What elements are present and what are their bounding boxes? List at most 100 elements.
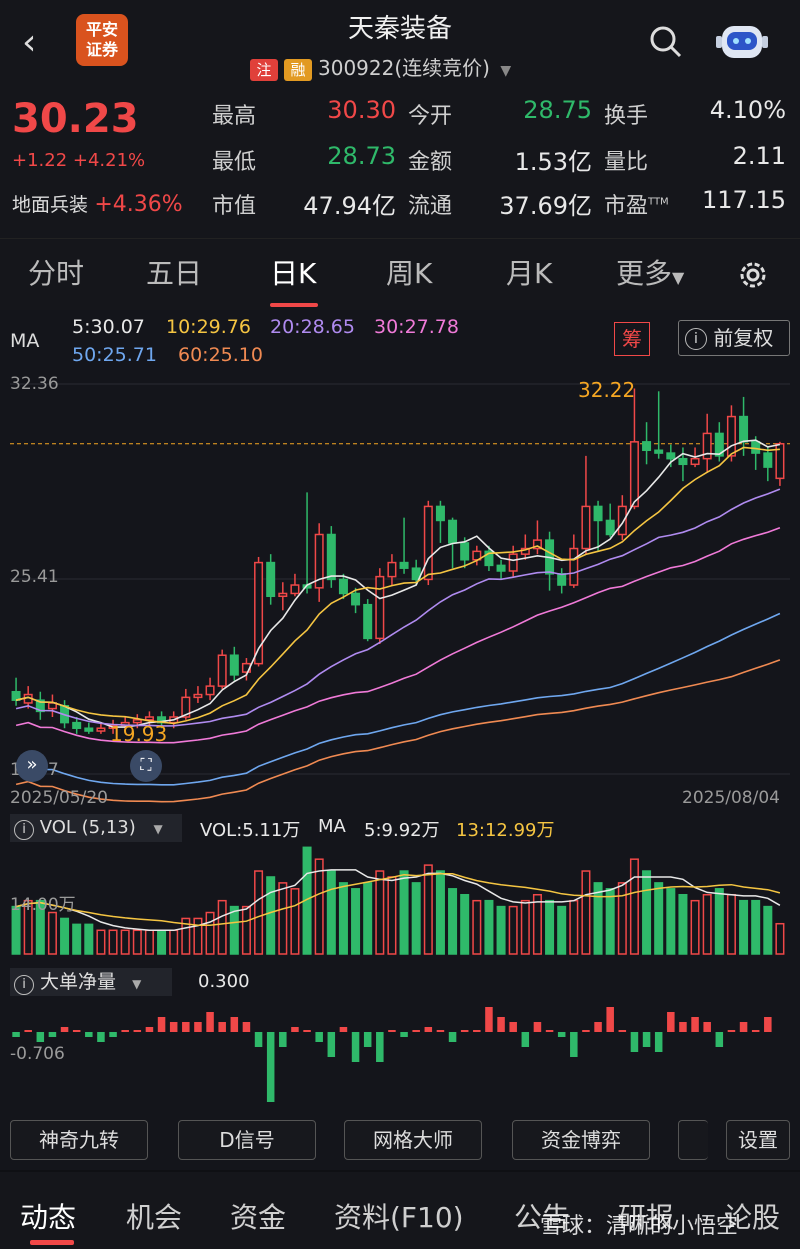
sector-name: 地面兵装 [12, 194, 89, 216]
bigorder-bar [145, 1027, 154, 1032]
volume-bar [254, 870, 264, 955]
candle [351, 592, 361, 606]
volume-bar [593, 882, 603, 955]
nav-capital[interactable]: 资金 [230, 1201, 287, 1234]
bigorder-title: 大单净量 [40, 971, 117, 993]
vol-indicator-selector[interactable]: i VOL (5,13) ▼ [10, 814, 182, 842]
bigorder-bar [36, 1032, 45, 1042]
margin-tag-zhu: 注 [250, 59, 278, 81]
tool-magic-nine[interactable]: 神奇九转 [10, 1120, 148, 1160]
bigorder-bar [12, 1032, 20, 1037]
vol-value: VOL:5.11万 [200, 820, 301, 841]
info-icon: i [14, 820, 34, 840]
quote-field-value: 28.75 [523, 96, 592, 124]
volume-bar [193, 917, 203, 955]
ma20-line [15, 488, 781, 727]
tool-partial[interactable] [678, 1120, 708, 1160]
tab-monthly-k[interactable]: 月K [506, 257, 553, 290]
ma60-value: 60:25.10 [178, 344, 263, 366]
nav-announcement[interactable]: 公告 [514, 1201, 571, 1234]
gear-icon[interactable] [736, 258, 770, 292]
volume-bar [314, 858, 324, 955]
volume-bar [35, 899, 45, 955]
back-icon[interactable]: ‹ [22, 22, 37, 63]
k-line-chart[interactable] [0, 364, 800, 814]
candle [629, 441, 639, 508]
quote-field-value: 4.10% [709, 96, 786, 124]
nav-profile-f10[interactable]: 资料(F10) [334, 1201, 464, 1234]
tab-more-label: 更多 [616, 257, 673, 290]
quote-field-label: 最低 [212, 150, 257, 175]
active-nav-indicator [30, 1240, 74, 1245]
bigorder-bar [388, 1030, 396, 1032]
tool-capital-game[interactable]: 资金博弈 [512, 1120, 650, 1160]
ma5-value: 5:30.07 [72, 316, 145, 338]
adjust-button[interactable]: i 前复权 [678, 320, 790, 356]
tab-five-day[interactable]: 五日 [146, 257, 203, 290]
bigorder-bar [497, 1017, 505, 1032]
tool-d-signal[interactable]: D信号 [178, 1120, 316, 1160]
scroll-left-icon[interactable]: » [16, 750, 48, 782]
bigorder-bar [509, 1022, 517, 1032]
bigorder-bar [303, 1030, 311, 1032]
nav-opportunity[interactable]: 机会 [126, 1201, 183, 1234]
volume-bar [266, 876, 276, 955]
chip-distribution-button[interactable]: 筹 [614, 322, 650, 356]
candle [460, 542, 470, 561]
settings-button[interactable]: 设置 [726, 1120, 790, 1160]
fullscreen-icon[interactable]: ⛶ [130, 750, 162, 782]
quote-field-value: 37.69亿 [499, 192, 592, 220]
quote-field-value: 30.30 [327, 96, 396, 124]
tool-grid-master[interactable]: 网格大师 [344, 1120, 482, 1160]
bigorder-value: 0.300 [198, 971, 250, 992]
quote-field-label: 流通 [408, 194, 453, 219]
volume-bar [702, 893, 712, 955]
tab-weekly-k[interactable]: 周K [386, 257, 433, 290]
volume-bar [326, 870, 336, 955]
vol-ma5: 5:9.92万 [364, 820, 440, 841]
bigorder-bar [351, 1032, 360, 1062]
bigorder-bar [218, 1022, 226, 1032]
candle [532, 539, 542, 550]
bigorder-bar [727, 1030, 736, 1032]
period-tabs [0, 238, 800, 310]
watermark: 雪球：清晰的小悟空 [540, 1214, 739, 1239]
bigorder-bar [376, 1032, 384, 1062]
nav-discussion[interactable]: 论股 [724, 1201, 781, 1234]
sector-row[interactable]: 地面兵装 +4.36% [12, 190, 183, 217]
volume-bar [448, 888, 458, 955]
volume-bar [387, 876, 397, 955]
bigorder-bar [618, 1030, 627, 1032]
tab-more[interactable]: 更多▼ [616, 252, 684, 292]
bigorder-selector[interactable]: i 大单净量 ▼ [10, 968, 172, 996]
candle [72, 721, 82, 729]
bigorder-axis-label: -0.706 [10, 1044, 65, 1064]
assistant-robot-icon[interactable] [716, 18, 768, 64]
nav-research[interactable]: 研报 [618, 1201, 675, 1234]
info-icon: i [685, 328, 707, 350]
y-axis-high: 32.36 [10, 374, 59, 394]
vol-title: VOL (5,13) [39, 817, 136, 838]
volume-bar [241, 905, 251, 955]
tab-intraday[interactable]: 分时 [28, 257, 85, 290]
bigorder-bar [254, 1032, 263, 1047]
tab-daily-k[interactable]: 日K [270, 257, 317, 290]
volume-bar [605, 888, 615, 955]
max-price-label: 32.22 [578, 378, 636, 402]
margin-tag-rong: 融 [284, 59, 312, 81]
candle [666, 452, 676, 460]
bigorder-bar [97, 1032, 105, 1042]
bigorder-bar [194, 1022, 202, 1032]
volume-bar [290, 888, 300, 955]
search-icon[interactable] [648, 24, 684, 60]
stock-code-row[interactable]: 注融 300922(连续竞价) ▼ [250, 52, 511, 81]
bigorder-bar [691, 1017, 699, 1032]
volume-chart[interactable] [0, 842, 800, 957]
nav-dynamic[interactable]: 动态 [20, 1201, 77, 1234]
bigorder-bar [48, 1032, 57, 1037]
ma60-line [15, 659, 781, 803]
quote-field-value: 1.53亿 [514, 148, 592, 176]
bigorder-bar [460, 1030, 469, 1032]
bigorder-chart[interactable] [0, 996, 800, 1111]
header-bar [0, 0, 800, 84]
